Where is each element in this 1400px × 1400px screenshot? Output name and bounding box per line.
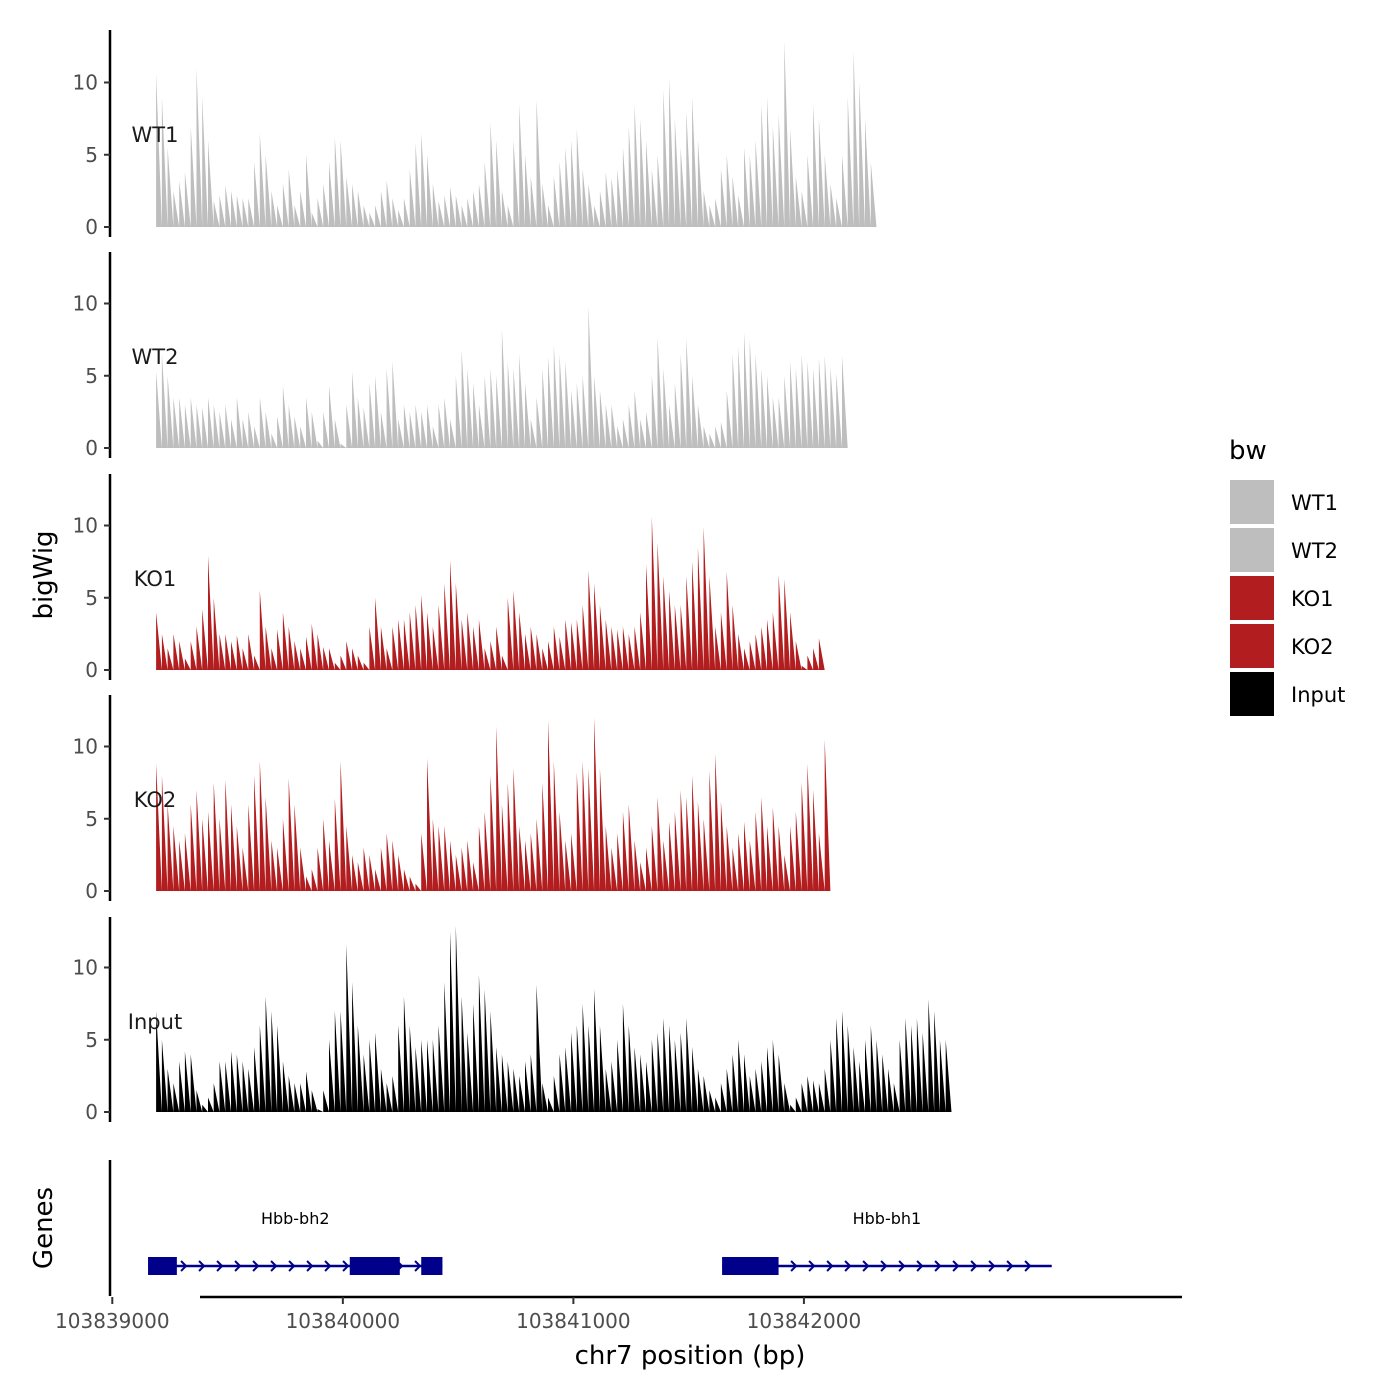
- signal-tracks: 0 5 10 WT1 0 5 10 WT2 0 5 10 KO1 0 5 10 KO2 0 5 10 Input: [73, 30, 952, 1124]
- y-tick-label: 10: [73, 956, 98, 980]
- track-ko1: 0 5 10 KO1: [73, 474, 825, 682]
- gene-label: Hbb-bh2: [261, 1209, 330, 1228]
- y-tick-label: 0: [85, 879, 98, 903]
- x-axis: 103839000 103840000 103841000 103842000: [55, 1295, 1182, 1333]
- legend-title: bw: [1229, 436, 1267, 466]
- strand-arrow: [414, 1260, 422, 1272]
- track-label: KO2: [134, 788, 177, 812]
- area-wt2: [150, 306, 848, 448]
- gene-label: Hbb-bh1: [853, 1209, 922, 1228]
- strand-arrow: [306, 1260, 314, 1272]
- legend-swatch: [1230, 624, 1274, 668]
- track-label: KO1: [134, 567, 177, 591]
- track-wt1: 0 5 10 WT1: [73, 30, 877, 239]
- legend-label: KO1: [1291, 587, 1334, 611]
- strand-arrow: [1006, 1260, 1014, 1272]
- y-tick-label: 10: [73, 735, 98, 759]
- y-tick-label: 10: [73, 292, 98, 316]
- gene-hbb-bh2: Hbb-bh2: [148, 1209, 443, 1275]
- track-label: WT1: [132, 123, 179, 147]
- track-input: 0 5 10 Input: [73, 917, 952, 1124]
- strand-arrow: [1024, 1260, 1032, 1272]
- x-axis-title: chr7 position (bp): [575, 1341, 806, 1371]
- strand-arrow: [198, 1260, 206, 1272]
- strand-arrow: [952, 1260, 960, 1272]
- strand-arrow: [234, 1260, 242, 1272]
- legend-label: Input: [1291, 683, 1345, 707]
- y-tick-label: 0: [85, 436, 98, 460]
- gene-track: Hbb-bh2 Hbb-bh1: [108, 1160, 1052, 1296]
- gene-hbb-bh1: Hbb-bh1: [722, 1209, 1052, 1275]
- strand-arrow: [270, 1260, 278, 1272]
- strand-arrow: [970, 1260, 978, 1272]
- strand-arrow: [934, 1260, 942, 1272]
- strand-arrow: [252, 1260, 260, 1272]
- track-wt2: 0 5 10 WT2: [73, 252, 848, 460]
- strand-arrow: [324, 1260, 332, 1272]
- legend-swatch: [1230, 672, 1274, 716]
- y-tick-label: 5: [85, 143, 98, 167]
- y-tick-label: 0: [85, 215, 98, 239]
- gene-exon: [349, 1257, 400, 1275]
- strand-arrow: [216, 1260, 224, 1272]
- legend-label: WT2: [1291, 539, 1338, 563]
- x-tick-label: 103839000: [55, 1309, 170, 1333]
- legend-label: WT1: [1291, 491, 1338, 515]
- strand-arrow: [862, 1260, 870, 1272]
- strand-arrow: [826, 1260, 834, 1272]
- legend: bw WT1 WT2 KO1 KO2 Input: [1229, 436, 1345, 716]
- gene-exon: [421, 1257, 443, 1275]
- track-label: WT2: [132, 345, 179, 369]
- legend-swatch: [1230, 480, 1274, 524]
- gene-exon: [722, 1257, 779, 1275]
- strand-arrow: [988, 1260, 996, 1272]
- y-tick-label: 5: [85, 586, 98, 610]
- strand-arrow: [898, 1260, 906, 1272]
- area-input: [150, 925, 952, 1112]
- y-axis-title: bigWig: [29, 530, 59, 619]
- strand-arrow: [808, 1260, 816, 1272]
- strand-arrow: [342, 1260, 350, 1272]
- area-ko1: [150, 516, 825, 670]
- y-tick-label: 0: [85, 1100, 98, 1124]
- area-ko2: [150, 717, 831, 891]
- strand-arrow: [916, 1260, 924, 1272]
- track-label: Input: [128, 1010, 182, 1034]
- genes-axis-title: Genes: [29, 1187, 59, 1269]
- area-wt1: [150, 40, 877, 227]
- y-tick-label: 5: [85, 364, 98, 388]
- strand-arrow: [844, 1260, 852, 1272]
- strand-arrow: [180, 1260, 188, 1272]
- legend-label: KO2: [1291, 635, 1334, 659]
- x-tick-label: 103842000: [747, 1309, 862, 1333]
- gene-exon: [148, 1257, 177, 1275]
- y-tick-label: 0: [85, 658, 98, 682]
- strand-arrow: [288, 1260, 296, 1272]
- track-ko2: 0 5 10 KO2: [73, 695, 831, 903]
- strand-arrow: [790, 1260, 798, 1272]
- y-tick-label: 5: [85, 807, 98, 831]
- y-tick-label: 5: [85, 1028, 98, 1052]
- legend-swatch: [1230, 576, 1274, 620]
- x-tick-label: 103841000: [516, 1309, 631, 1333]
- y-tick-label: 10: [73, 514, 98, 538]
- legend-swatch: [1230, 528, 1274, 572]
- strand-arrow: [880, 1260, 888, 1272]
- x-tick-label: 103840000: [286, 1309, 401, 1333]
- y-tick-label: 10: [73, 71, 98, 95]
